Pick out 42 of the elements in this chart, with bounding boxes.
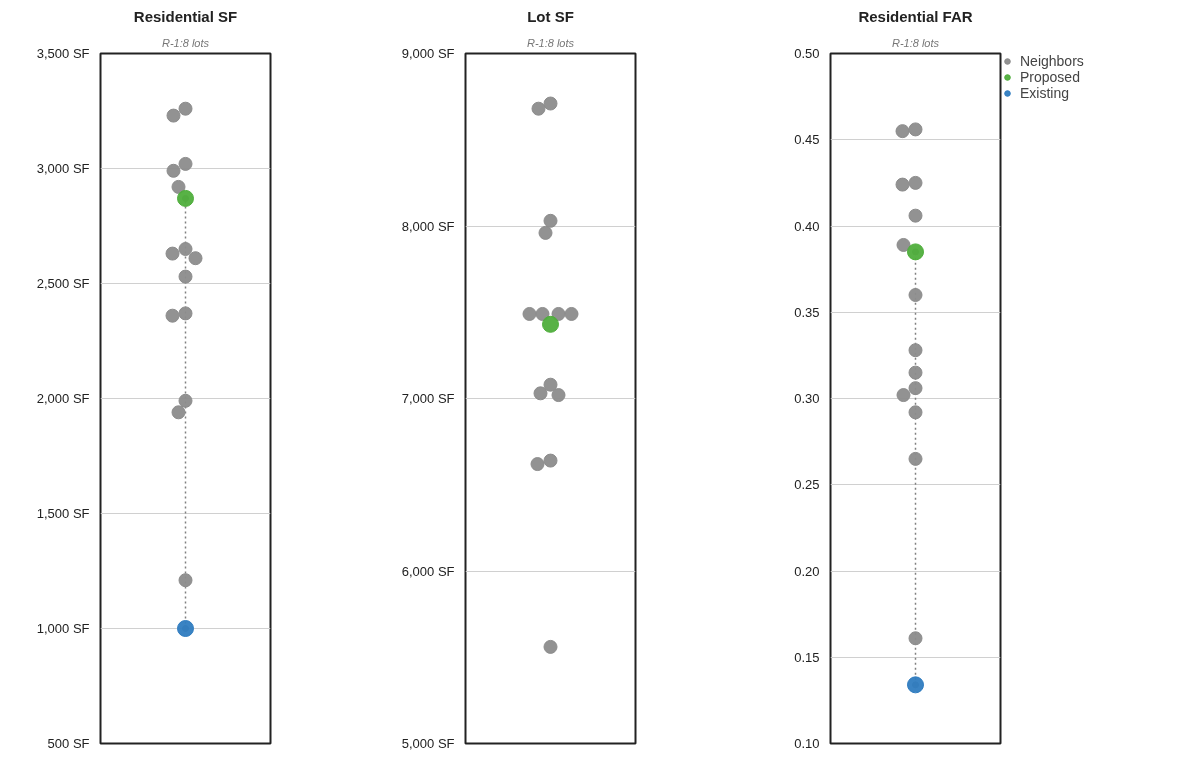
legend-label: Existing (1020, 85, 1070, 101)
y-tick-label: 9,000 SF (401, 46, 455, 61)
y-tick-label: 0.15 (794, 649, 820, 665)
point (908, 631, 923, 646)
y-tick-label: 0.10 (794, 736, 820, 751)
y-tick-label: 3,500 SF (36, 46, 90, 61)
point (908, 381, 923, 396)
point (908, 343, 923, 358)
y-tick-label: 1,000 SF (36, 621, 90, 636)
chart-subtitle: R-1:8 lots (891, 36, 940, 49)
point (908, 175, 923, 190)
y-tick-label: 5,000 SF (401, 736, 455, 751)
point (908, 405, 923, 420)
point (908, 288, 923, 302)
chart-title: Residential FAR (858, 7, 973, 25)
y-tick-label: 0.45 (794, 132, 820, 148)
y-tick-label: 500 SF (47, 736, 90, 751)
chart-subtitle: R-1:8 lots (526, 36, 575, 49)
legend-label: Neighbors (1020, 53, 1084, 69)
y-tick-label: 0.30 (794, 391, 820, 406)
y-tick-label: 0.20 (794, 563, 820, 579)
point (908, 365, 923, 380)
y-tick-label: 0.35 (794, 304, 820, 320)
point (908, 208, 923, 223)
y-tick-label: 3,000 SF (36, 161, 90, 176)
chart-title: Lot SF (527, 7, 574, 25)
legend-label: Proposed (1020, 69, 1080, 85)
chart-title: Residential SF (133, 7, 238, 25)
y-tick-label: 2,500 SF (36, 276, 90, 291)
y-tick-label: 0.50 (794, 46, 820, 61)
y-tick-label: 0.25 (794, 477, 820, 493)
point (907, 243, 924, 261)
y-tick-label: 0.40 (794, 218, 820, 234)
y-tick-label: 7,000 SF (401, 391, 455, 406)
chart-subtitle: R-1:8 lots (161, 36, 210, 49)
point (907, 676, 924, 694)
y-tick-label: 1,500 SF (36, 506, 90, 521)
y-tick-label: 2,000 SF (36, 391, 90, 406)
y-tick-label: 8,000 SF (401, 218, 455, 234)
point (908, 122, 923, 137)
y-tick-label: 6,000 SF (401, 563, 455, 579)
point (908, 451, 923, 466)
